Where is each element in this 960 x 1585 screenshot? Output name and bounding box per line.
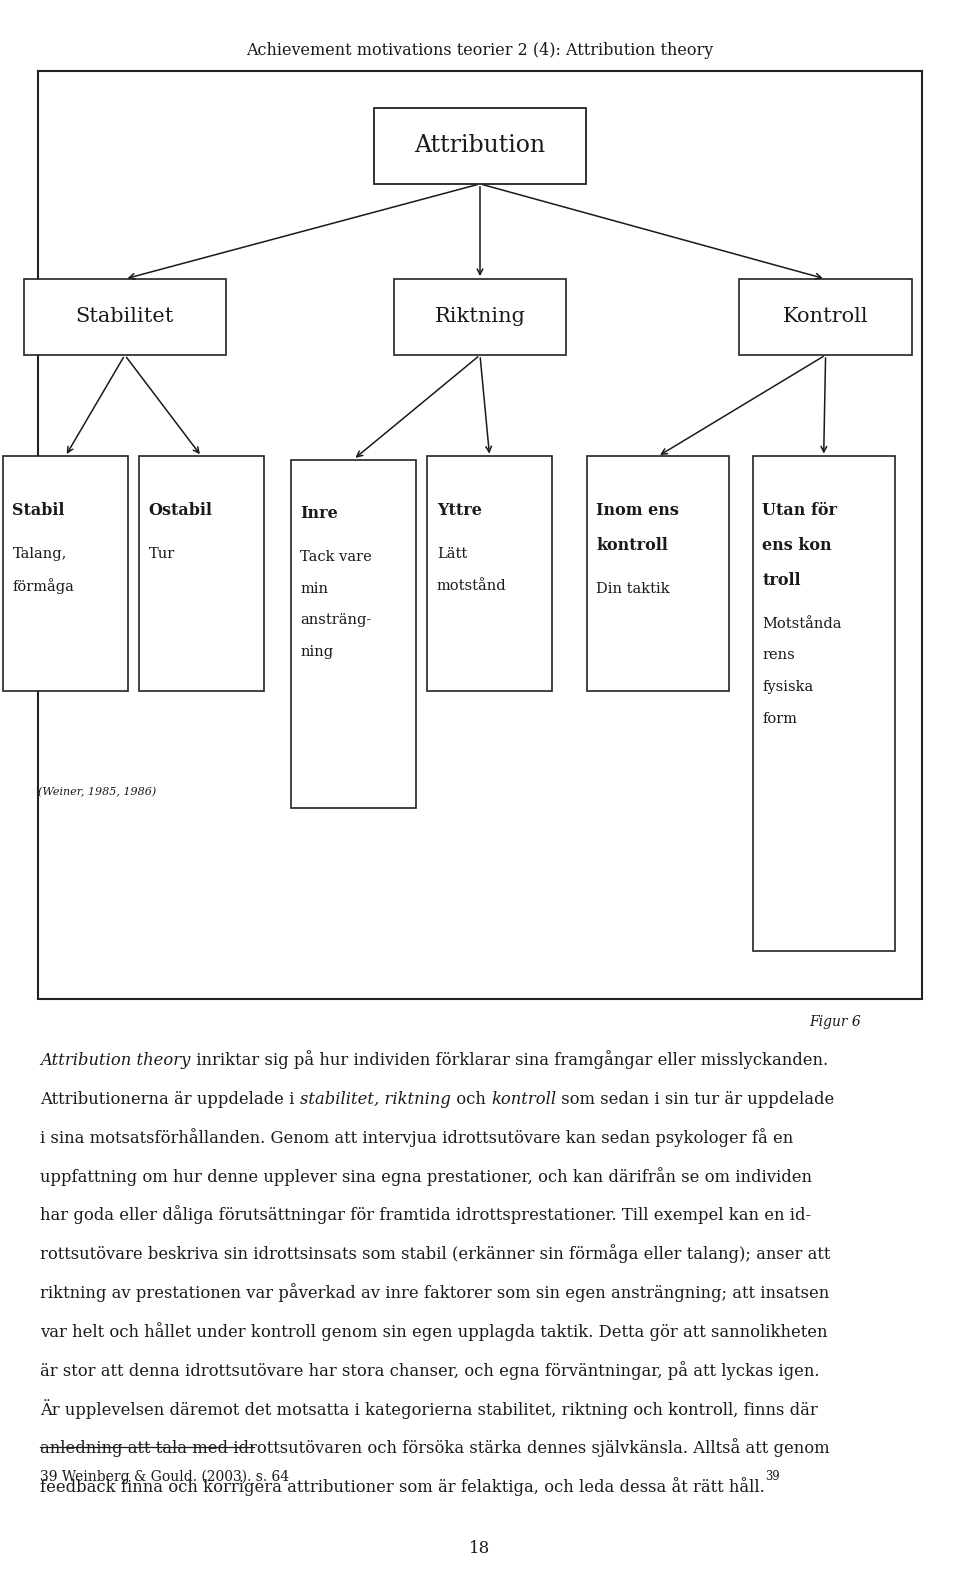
Text: inriktar sig på hur individen förklarar sina framgångar eller misslyckanden.: inriktar sig på hur individen förklarar … [191,1051,828,1070]
Text: Achievement motivations teorier 2 (4): Attribution theory: Achievement motivations teorier 2 (4): A… [247,43,713,59]
Text: har goda eller dåliga förutsättningar för framtida idrottsprestationer. Till exe: har goda eller dåliga förutsättningar fö… [40,1206,811,1225]
Bar [394,279,566,355]
Bar [739,279,912,355]
Text: form: form [762,712,797,726]
Text: Motstånda: Motstånda [762,617,842,631]
Text: Attributionerna är uppdelade i: Attributionerna är uppdelade i [40,1090,300,1108]
Text: ens kon: ens kon [762,537,832,553]
Bar [3,456,128,691]
Text: Din taktik: Din taktik [596,582,670,596]
Text: Ostabil: Ostabil [149,502,213,518]
Bar [587,456,729,691]
Text: 39 Weinberg & Gould. (2003). s. 64: 39 Weinberg & Gould. (2003). s. 64 [40,1469,290,1484]
Text: kontroll: kontroll [596,537,668,553]
Text: Stabil: Stabil [12,502,65,518]
Text: Tack vare: Tack vare [300,550,372,564]
Bar [38,71,922,999]
Text: i sina motsatsförhållanden. Genom att intervjua idrottsutövare kan sedan psykolo: i sina motsatsförhållanden. Genom att in… [40,1129,794,1148]
Bar [753,456,895,951]
Text: och: och [451,1090,491,1108]
Text: Yttre: Yttre [437,502,482,518]
Text: fysiska: fysiska [762,680,813,694]
Text: Kontroll: Kontroll [782,307,869,327]
Text: riktning av prestationen var påverkad av inre faktorer som sin egen ansträngning: riktning av prestationen var påverkad av… [40,1284,829,1303]
Text: som sedan i sin tur är uppdelade: som sedan i sin tur är uppdelade [556,1090,834,1108]
Bar [427,456,552,691]
Text: Talang,: Talang, [12,547,67,561]
Bar [291,460,416,808]
Text: Utan för: Utan för [762,502,837,518]
Text: min: min [300,582,328,596]
Bar [24,279,226,355]
Text: Inre: Inre [300,506,338,521]
Bar [139,456,264,691]
Text: rens: rens [762,648,795,663]
Text: feedback finna och korrigera attributioner som är felaktiga, och leda dessa åt r: feedback finna och korrigera attribution… [40,1477,765,1496]
Text: förmåga: förmåga [12,579,74,594]
Text: Riktning: Riktning [435,307,525,327]
Text: anledning att tala med idrottsutövaren och försöka stärka dennes självkänsla. Al: anledning att tala med idrottsutövaren o… [40,1439,830,1458]
Text: Är upplevelsen däremot det motsatta i kategorierna stabilitet, riktning och kont: Är upplevelsen däremot det motsatta i ka… [40,1398,818,1419]
Text: motstånd: motstånd [437,579,507,593]
Text: Lätt: Lätt [437,547,468,561]
Text: var helt och hållet under kontroll genom sin egen upplagda taktik. Detta gör att: var helt och hållet under kontroll genom… [40,1322,828,1341]
Text: (Weiner, 1985, 1986): (Weiner, 1985, 1986) [38,788,156,797]
Text: Inom ens: Inom ens [596,502,679,518]
Text: 18: 18 [469,1541,491,1556]
Text: Stabilitet: Stabilitet [76,307,174,327]
Text: rottsutövare beskriva sin idrottsinsats som stabil (erkänner sin förmåga eller t: rottsutövare beskriva sin idrottsinsats … [40,1244,830,1263]
Text: Attribution theory: Attribution theory [40,1052,191,1070]
Text: ning: ning [300,645,334,659]
Text: Attribution: Attribution [415,135,545,157]
Text: troll: troll [762,572,801,588]
Text: ansträng-: ansträng- [300,613,372,628]
Text: stabilitet, riktning: stabilitet, riktning [300,1090,451,1108]
Text: Figur 6: Figur 6 [809,1016,861,1029]
Text: Tur: Tur [149,547,175,561]
Text: uppfattning om hur denne upplever sina egna prestationer, och kan därifrån se om: uppfattning om hur denne upplever sina e… [40,1167,812,1186]
Bar [374,108,586,184]
Text: kontroll: kontroll [491,1090,556,1108]
Text: är stor att denna idrottsutövare har stora chanser, och egna förväntningar, på a: är stor att denna idrottsutövare har sto… [40,1362,820,1381]
Text: 39: 39 [765,1469,780,1482]
